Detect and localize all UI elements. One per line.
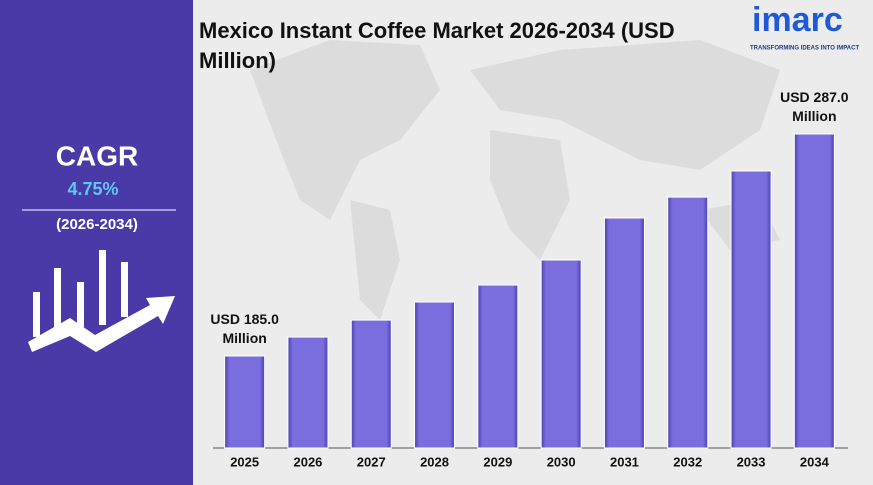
x-tick-label: 2027 (357, 454, 386, 469)
x-tick-label: 2034 (800, 454, 830, 469)
bar (603, 217, 645, 449)
x-tick-label: 2026 (293, 454, 322, 469)
value-label: USD 185.0 Million (210, 311, 279, 346)
cagr-value: 4.75% (67, 179, 118, 199)
x-tick-label: 2030 (547, 454, 576, 469)
bar (287, 336, 329, 449)
bar (540, 259, 582, 449)
growth-icon (28, 250, 175, 352)
x-tick-label: 2029 (483, 454, 512, 469)
cagr-label: CAGR (56, 140, 138, 171)
x-tick-label: 2032 (673, 454, 702, 469)
bar (793, 133, 835, 449)
bar (414, 301, 456, 449)
logo-tagline: TRANSFORMING IDEAS INTO IMPACT (750, 46, 859, 52)
x-tick-label: 2028 (420, 454, 449, 469)
logo-name: imarc (752, 1, 843, 39)
bar (350, 319, 392, 449)
bar (667, 196, 709, 449)
world-map (250, 40, 780, 320)
x-tick-label: 2031 (610, 454, 639, 469)
chart-title: Mexico Instant Coffee Market 2026-2034 (… (199, 18, 675, 73)
cagr-period: (2026-2034) (56, 216, 138, 233)
value-label: USD 287.0 Million (780, 89, 849, 124)
bar (730, 170, 772, 449)
bar (224, 355, 266, 449)
side-panel (0, 0, 193, 485)
bar (477, 284, 519, 449)
x-tick-label: 2033 (737, 454, 766, 469)
x-tick-label: 2025 (230, 454, 259, 469)
